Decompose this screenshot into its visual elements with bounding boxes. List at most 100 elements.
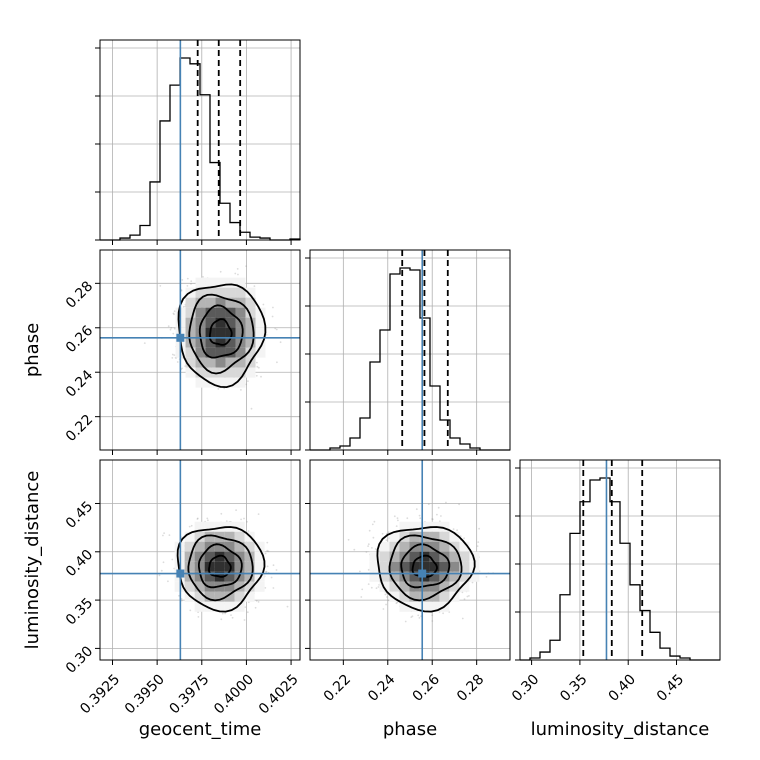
- sample-point: [275, 569, 278, 571]
- sample-point: [478, 527, 480, 530]
- sample-point: [244, 606, 247, 608]
- density-cell: [235, 327, 246, 338]
- density-cell: [245, 367, 256, 378]
- histogram-geocent_time: [100, 57, 301, 241]
- sample-point: [397, 519, 399, 522]
- x-tick-label: 0.4000: [211, 671, 257, 717]
- density-cell: [225, 277, 236, 288]
- sample-point: [456, 529, 458, 532]
- density-cell: [225, 367, 236, 378]
- sample-point: [442, 612, 444, 615]
- contour-level: [187, 534, 254, 602]
- sample-point: [245, 265, 248, 267]
- density-cell: [459, 541, 470, 552]
- sample-point: [406, 517, 409, 520]
- sample-point: [176, 361, 179, 363]
- sample-point: [186, 285, 189, 287]
- density-cell: [195, 297, 206, 308]
- density-cell: [379, 551, 390, 562]
- sample-point: [160, 569, 163, 572]
- sample-point: [387, 531, 390, 534]
- sample-point: [468, 595, 470, 597]
- density-cell: [419, 601, 430, 612]
- y-tick-label: 0.40: [63, 547, 96, 580]
- density-cell: [185, 307, 196, 318]
- panel-frame: [309, 249, 511, 451]
- sample-point: [374, 548, 377, 550]
- sample-point: [431, 518, 434, 521]
- density-cell: [439, 571, 450, 582]
- density-cell: [215, 347, 226, 358]
- sample-point: [221, 612, 224, 615]
- sample-point: [217, 388, 220, 390]
- density-cell: [185, 367, 196, 378]
- density-cell: [205, 297, 216, 308]
- sample-point: [411, 615, 414, 618]
- density-cell: [409, 561, 420, 572]
- density-cell: [184, 561, 195, 572]
- sample-point: [272, 564, 275, 567]
- density-cell: [245, 307, 256, 318]
- sample-point: [419, 517, 422, 520]
- contour-level: [198, 304, 244, 359]
- sample-point: [257, 513, 260, 515]
- density-cell: [429, 561, 440, 572]
- density-cell: [204, 601, 215, 612]
- density-cell: [459, 581, 470, 592]
- sample-point: [463, 537, 465, 540]
- sample-point: [190, 524, 193, 527]
- sample-point: [476, 545, 479, 547]
- sample-point: [265, 334, 268, 336]
- density-cell: [215, 287, 226, 298]
- density-cell: [215, 337, 226, 348]
- density-cell: [255, 317, 266, 328]
- sample-point: [267, 550, 270, 553]
- density-cell: [225, 377, 236, 388]
- sample-point: [220, 618, 223, 621]
- sample-point: [167, 580, 169, 583]
- sample-point: [266, 541, 269, 544]
- sample-point: [178, 594, 180, 597]
- contour-level: [376, 526, 476, 613]
- sample-point: [197, 616, 200, 618]
- y-tick-label: 0.30: [63, 643, 96, 676]
- density-cell: [185, 347, 196, 358]
- density-cell: [194, 521, 205, 532]
- density-cell: [234, 591, 245, 602]
- x-tick-label: 0.35: [557, 671, 590, 704]
- sample-point: [158, 574, 161, 577]
- panel-frame: [309, 459, 511, 661]
- density-cell: [419, 541, 430, 552]
- density-cell: [389, 561, 400, 572]
- truth-marker: [176, 333, 185, 342]
- sample-point: [173, 354, 176, 356]
- hist-panel-phase: [305, 249, 511, 451]
- x-tick-label: 0.3925: [77, 671, 123, 717]
- sample-point: [371, 523, 374, 526]
- sample-point: [437, 506, 440, 509]
- density-cell: [194, 551, 205, 562]
- density-cell: [185, 327, 196, 338]
- sample-point: [240, 389, 242, 391]
- density-cell: [224, 561, 235, 572]
- sample-point: [171, 353, 174, 356]
- sample-point: [431, 620, 434, 622]
- sample-point: [359, 570, 361, 573]
- sample-point: [243, 619, 246, 621]
- sample-point: [230, 614, 232, 616]
- sample-point: [250, 407, 253, 410]
- density-cell: [205, 307, 216, 318]
- sample-point: [271, 315, 274, 318]
- sample-point: [247, 530, 250, 533]
- sample-point: [360, 596, 363, 598]
- density-cell: [235, 357, 246, 368]
- density-cell: [369, 561, 380, 572]
- x-tick-label: 0.3950: [122, 671, 168, 717]
- density-cell: [409, 551, 420, 562]
- density-cell: [195, 287, 206, 298]
- density-cell: [419, 591, 430, 602]
- density-cell: [449, 581, 460, 592]
- density-cell: [409, 531, 420, 542]
- sample-point: [255, 600, 258, 602]
